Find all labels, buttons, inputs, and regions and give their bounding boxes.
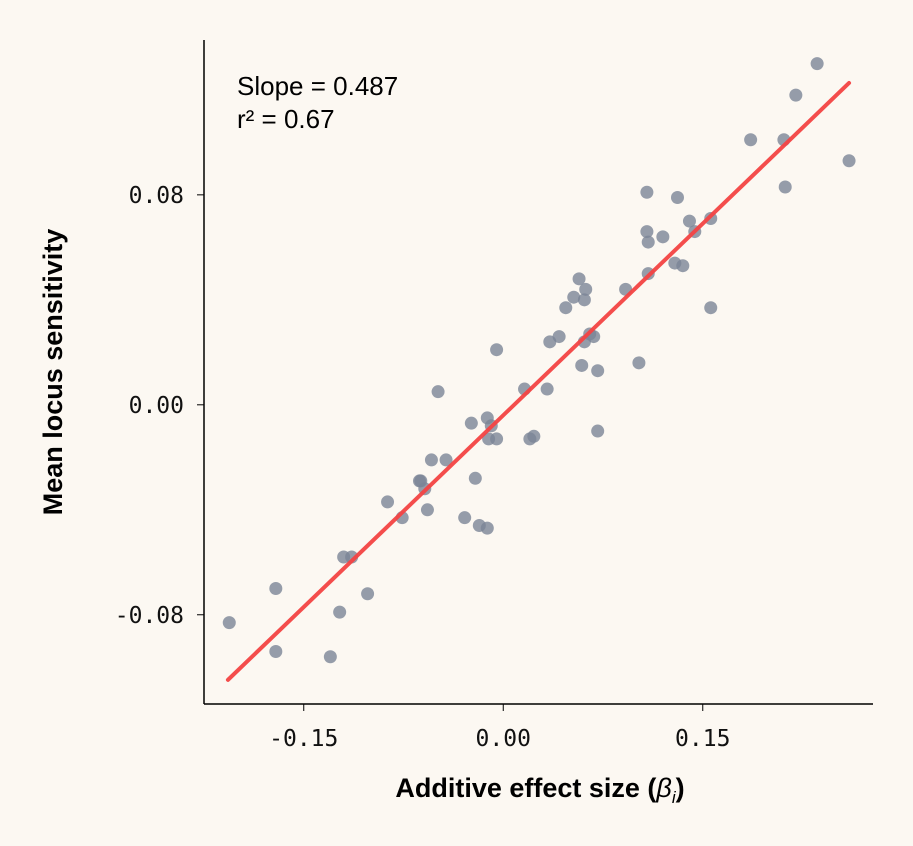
data-point bbox=[333, 605, 347, 619]
data-point bbox=[361, 587, 375, 601]
data-point bbox=[458, 511, 472, 525]
data-point bbox=[632, 356, 646, 370]
data-point bbox=[744, 133, 758, 147]
x-axis-label-beta: β bbox=[655, 773, 671, 803]
y-tick-label: 0.08 bbox=[129, 183, 184, 209]
data-point bbox=[591, 424, 605, 438]
data-point bbox=[424, 453, 438, 467]
data-point bbox=[381, 495, 395, 509]
data-point bbox=[490, 343, 504, 357]
data-point bbox=[269, 645, 283, 659]
slope-annotation: Slope = 0.487 bbox=[237, 71, 398, 101]
x-axis-label-subscript: i bbox=[672, 788, 677, 807]
points-layer bbox=[222, 57, 856, 664]
ticks-layer: -0.15 0.00 0.15 -0.08 0.00 0.08 bbox=[115, 183, 731, 752]
data-point bbox=[591, 364, 605, 378]
data-point bbox=[552, 330, 566, 344]
data-point bbox=[420, 503, 434, 517]
x-tick-label: 0.00 bbox=[476, 726, 531, 752]
data-point bbox=[842, 154, 856, 168]
data-point bbox=[577, 293, 591, 307]
data-point bbox=[559, 301, 573, 315]
data-point bbox=[269, 582, 283, 596]
data-point bbox=[468, 471, 482, 485]
data-point bbox=[572, 272, 586, 286]
data-point bbox=[567, 290, 581, 304]
data-point bbox=[527, 429, 541, 443]
x-tick-label: 0.15 bbox=[675, 726, 730, 752]
data-point bbox=[431, 385, 445, 399]
y-tick-label: -0.08 bbox=[115, 603, 184, 629]
data-point bbox=[439, 453, 453, 467]
data-point bbox=[641, 235, 655, 249]
data-point bbox=[682, 214, 696, 228]
x-axis-label: Additive effect size (βi) bbox=[395, 773, 684, 807]
data-point bbox=[778, 180, 792, 194]
x-tick-label: -0.15 bbox=[269, 726, 338, 752]
y-axis-label: Mean locus sensitivity bbox=[38, 229, 68, 516]
data-point bbox=[464, 416, 478, 430]
data-point bbox=[575, 358, 589, 372]
data-point bbox=[656, 230, 670, 244]
data-point bbox=[222, 616, 236, 630]
data-point bbox=[540, 382, 554, 396]
data-point bbox=[704, 301, 718, 315]
data-point bbox=[640, 185, 654, 199]
data-point bbox=[670, 190, 684, 204]
y-tick-label: 0.00 bbox=[129, 393, 184, 419]
data-point bbox=[490, 432, 504, 446]
data-point bbox=[579, 282, 593, 296]
x-axis-label-close: ) bbox=[676, 773, 685, 803]
regression-line bbox=[225, 80, 852, 682]
data-point bbox=[789, 88, 803, 102]
data-point bbox=[480, 521, 494, 535]
data-point bbox=[810, 57, 824, 71]
r2-annotation: r² = 0.67 bbox=[237, 104, 335, 134]
data-point bbox=[676, 259, 690, 273]
x-axis-label-text: Additive effect size ( bbox=[395, 773, 656, 803]
data-point bbox=[323, 650, 337, 664]
data-point bbox=[640, 225, 654, 239]
